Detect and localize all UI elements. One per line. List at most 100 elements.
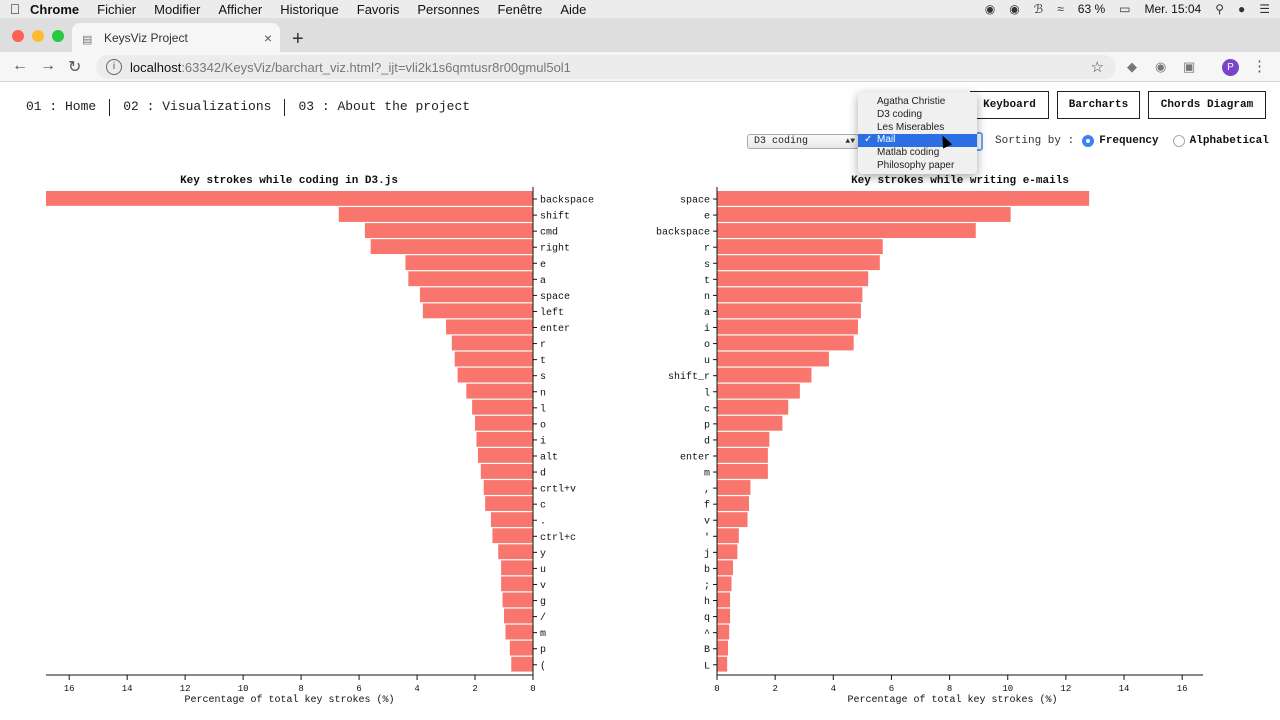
x-tick-label: 0 [714, 684, 719, 694]
chart-title: Key strokes while writing e-mails [851, 175, 1069, 187]
category-label: / [540, 612, 546, 624]
sorting-label: Sorting by : [995, 135, 1075, 147]
browser-menu-icon[interactable]: ⋮ [1252, 58, 1267, 75]
forward-arrow-icon[interactable]: → [40, 57, 56, 74]
x-tick-label: 6 [356, 684, 361, 694]
bar [717, 447, 768, 463]
bar [717, 592, 731, 608]
category-label: r [540, 340, 546, 351]
bar [717, 367, 812, 383]
bluetooth-icon[interactable]: ℬ [1033, 2, 1044, 16]
bar [364, 223, 533, 238]
apple-menu-icon[interactable]:  [0, 1, 30, 17]
battery-icon[interactable]: ▭ [1119, 2, 1131, 16]
lock-icon[interactable]: ◉ [1009, 2, 1020, 16]
category-label: d [540, 468, 546, 480]
menu-item-afficher[interactable]: Afficher [218, 1, 263, 17]
minimize-window-button[interactable] [32, 30, 44, 42]
browser-tab-active[interactable]: ▤ KeysViz Project × [72, 23, 280, 52]
category-label: B [704, 645, 710, 656]
category-label: alt [540, 451, 558, 463]
shield-extension-icon[interactable]: ◆ [1127, 59, 1137, 74]
x-tick-label: 8 [947, 684, 952, 694]
x-tick-label: 14 [122, 684, 133, 694]
bar [717, 207, 1011, 222]
dropdown-option-mail-label: Mail [877, 134, 896, 146]
menu-item-favoris[interactable]: Favoris [356, 1, 400, 17]
category-label: shift_r [668, 371, 710, 383]
address-bar[interactable]: i localhost :63342/KeysViz/barchart_viz.… [96, 55, 1116, 79]
bar [717, 351, 829, 367]
site-info-icon[interactable]: i [106, 59, 122, 75]
menu-item-fichier[interactable]: Fichier [97, 1, 137, 17]
dropdown-option-les-miserables[interactable]: Les Miserables [877, 121, 945, 133]
zoom-window-button[interactable] [52, 30, 64, 42]
radio-frequency[interactable] [1082, 135, 1095, 147]
bar [408, 271, 533, 287]
image-extension-icon[interactable]: ▣ [1183, 59, 1196, 74]
menubar-clock[interactable]: Mer. 15:04 [1144, 2, 1202, 16]
radio-alphabetical-label[interactable]: Alphabetical [1189, 135, 1269, 147]
sorting-control: Sorting by : Frequency Alphabetical [995, 135, 1269, 147]
nav-about-link[interactable]: 03 : About the project [298, 99, 471, 114]
new-tab-button[interactable]: + [292, 28, 304, 50]
radio-frequency-label[interactable]: Frequency [1099, 135, 1159, 147]
barcharts-button[interactable]: Barcharts [1057, 91, 1140, 119]
bar [717, 287, 863, 303]
siri-icon[interactable]: ● [1237, 2, 1246, 16]
close-window-button[interactable] [12, 30, 24, 42]
category-label: o [704, 340, 710, 351]
battery-percent[interactable]: 63 % [1077, 2, 1106, 16]
bookmark-star-icon[interactable]: ☆ [1090, 59, 1104, 76]
wifi-icon[interactable]: ≈ [1057, 2, 1064, 16]
page-content: 01 : Home 02 : Visualizations 03 : About… [0, 83, 1280, 720]
menu-item-fenetre[interactable]: Fenêtre [497, 1, 543, 17]
bar [717, 303, 861, 319]
menu-item-aide[interactable]: Aide [560, 1, 587, 17]
category-label: j [704, 548, 710, 560]
nav-visualizations-link[interactable]: 02 : Visualizations [123, 99, 272, 114]
dropdown-option-philosophy-paper[interactable]: Philosophy paper [877, 159, 955, 171]
menu-item-modifier[interactable]: Modifier [154, 1, 201, 17]
keyboard-button[interactable]: Keyboard [970, 91, 1049, 119]
category-label: i [540, 435, 546, 447]
dropdown-option-agatha-christie[interactable]: Agatha Christie [877, 96, 946, 107]
category-label: space [540, 292, 570, 303]
bar [717, 528, 739, 544]
category-label: f [704, 500, 710, 512]
bar [46, 191, 533, 206]
x-axis-label: Percentage of total key strokes (%) [184, 694, 394, 706]
dropdown-option-mail[interactable]: ✓ Mail [858, 134, 977, 148]
bar [717, 608, 731, 624]
x-tick-label: 10 [1002, 684, 1013, 694]
menu-app-name[interactable]: Chrome [30, 1, 80, 17]
bar [498, 544, 533, 560]
tab-close-icon[interactable]: × [263, 29, 272, 46]
x-tick-label: 2 [772, 684, 777, 694]
menu-item-historique[interactable]: Historique [280, 1, 339, 17]
spotlight-search-icon[interactable]: ⚲ [1215, 2, 1224, 16]
dataset-select[interactable]: D3 coding ▲▼ [747, 134, 859, 149]
reload-icon[interactable]: ↻ [68, 59, 82, 76]
bar [717, 560, 733, 576]
nav-home-link[interactable]: 01 : Home [26, 99, 97, 114]
notification-center-icon[interactable]: ☰ [1259, 2, 1270, 16]
category-label: s [540, 372, 546, 383]
category-label: l [704, 387, 710, 399]
globe-extension-icon[interactable]: ◉ [1155, 59, 1167, 74]
category-label: e [704, 212, 710, 223]
category-label: t [704, 276, 710, 287]
radio-alphabetical[interactable] [1172, 135, 1185, 147]
menu-item-personnes[interactable]: Personnes [417, 1, 480, 17]
dropdown-option-d3-coding[interactable]: D3 coding [877, 108, 923, 120]
category-label: h [704, 596, 710, 608]
x-tick-label: 16 [64, 684, 75, 694]
profile-avatar[interactable]: P [1222, 59, 1239, 76]
dropdown-option-matlab-coding[interactable]: Matlab coding [877, 147, 940, 159]
back-arrow-icon[interactable]: ← [12, 57, 28, 74]
bar [338, 207, 533, 222]
bar [466, 383, 533, 399]
category-label: c [540, 501, 546, 512]
record-icon[interactable]: ◉ [984, 2, 996, 16]
chords-diagram-button[interactable]: Chords Diagram [1148, 91, 1266, 119]
